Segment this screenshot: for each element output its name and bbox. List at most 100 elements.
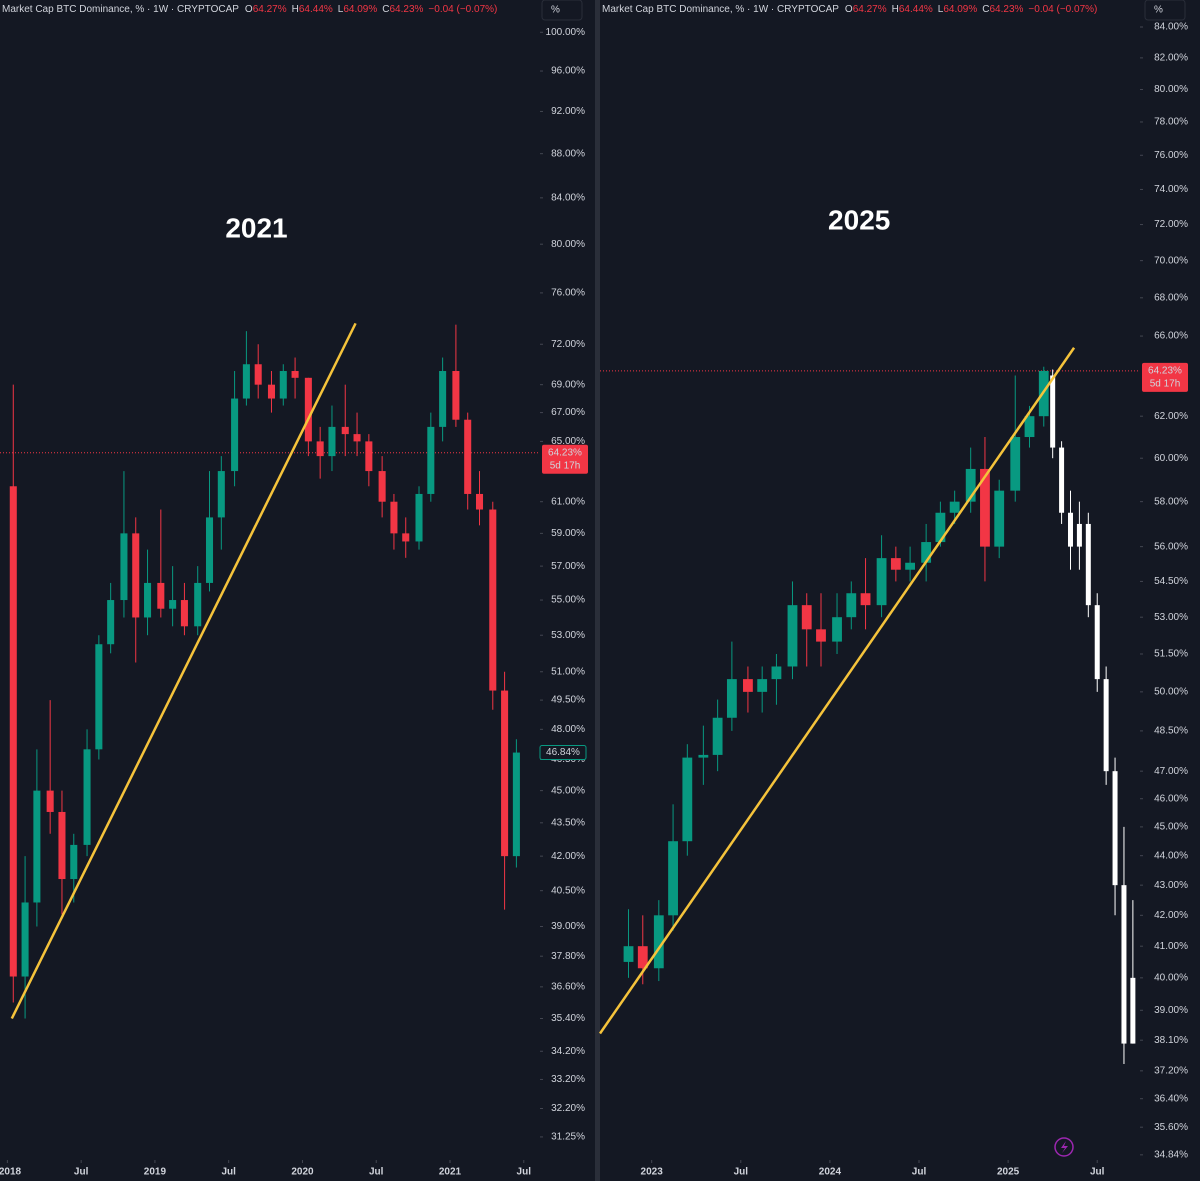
x-tick-label: Jul: [734, 1167, 749, 1178]
candle-body: [921, 542, 932, 563]
chart-panel: 100.00% 96.00% 92.00% 88.00% 84.00% 80.00% 76.…: [0, 0, 588, 1178]
candle-body: [935, 512, 946, 543]
y-tick-label: 48.00%: [551, 724, 585, 735]
x-tick-label: Jul: [369, 1167, 384, 1178]
candle-body: [353, 434, 361, 442]
y-tick-label: 84.00%: [551, 192, 585, 203]
y-tick-label: 36.60%: [551, 981, 585, 992]
candle-body: [890, 558, 901, 570]
candle-body: [95, 644, 103, 750]
price-countdown: 5d 17h: [550, 460, 581, 471]
x-tick-label: 2018: [0, 1167, 22, 1178]
candle-body: [698, 754, 709, 758]
candle-body: [180, 600, 188, 627]
ohlc-value: 64.44%: [899, 4, 933, 15]
price-countdown: 5d 17h: [1150, 379, 1181, 390]
ohlc-value: 64.23%: [390, 4, 424, 15]
candle-body: [46, 790, 54, 812]
scale-button[interactable]: %: [541, 0, 583, 21]
y-tick-label: 40.00%: [1154, 972, 1188, 983]
scale-button[interactable]: %: [1144, 0, 1186, 21]
y-tick-label: 57.00%: [551, 561, 585, 572]
icon-circle: [1054, 1137, 1074, 1157]
chart-panel: 84.00% 82.00% 80.00% 78.00% 76.00% 74.00% 72.0…: [598, 0, 1188, 1178]
y-tick-label: 70.00%: [1154, 255, 1188, 266]
candle-body: [169, 600, 177, 609]
ohlc-value: 64.27%: [853, 4, 887, 15]
y-tick-label: 43.50%: [551, 817, 585, 828]
y-tick-label: 38.10%: [1154, 1035, 1188, 1046]
scale-button-label: %: [551, 5, 560, 16]
icon-bolt: [1061, 1141, 1068, 1153]
y-tick-label: 65.00%: [551, 436, 585, 447]
candle-body: [267, 384, 275, 399]
y-tick-label: 37.20%: [1154, 1065, 1188, 1076]
y-tick-label: 54.50%: [1154, 576, 1188, 587]
candle-body: [623, 946, 634, 962]
candle-body: [58, 811, 66, 880]
y-tick-label: 35.60%: [1154, 1122, 1188, 1133]
panel-divider: [595, 0, 600, 1181]
candle-body: [1130, 977, 1136, 1044]
candle-body: [501, 690, 509, 857]
candle-body: [787, 605, 798, 667]
y-tick-label: 37.80%: [551, 951, 585, 962]
header-bg: [0, 0, 527, 18]
candle-body: [489, 509, 497, 691]
annotation: 2021: [225, 212, 287, 243]
ohlc-key: O: [845, 4, 853, 15]
y-tick-label: 41.00%: [1154, 941, 1188, 952]
candle-body: [832, 617, 842, 642]
x-tick-label: Jul: [1090, 1167, 1105, 1178]
candle-body: [801, 605, 812, 630]
y-tick-label: 31.25%: [551, 1132, 585, 1143]
chart-header: Market Cap BTC Dominance, % · 1W · CRYPT…: [602, 4, 1097, 15]
y-tick-label: 56.00%: [1154, 541, 1188, 552]
trendline: [10, 322, 357, 1020]
ohlc-key: L: [338, 4, 344, 15]
y-tick-label: 72.00%: [1154, 219, 1188, 230]
candle-body: [415, 493, 423, 542]
candle-body: [1103, 679, 1109, 772]
candle-body: [1024, 416, 1035, 438]
y-tick-label: 43.00%: [1154, 880, 1188, 891]
candle-body: [949, 501, 960, 513]
candle-body: [439, 371, 447, 427]
trendline: [598, 347, 1076, 1035]
y-tick-label: 76.00%: [1154, 150, 1188, 161]
ohlc-value: 64.09%: [943, 4, 977, 15]
indicator-icon[interactable]: [1054, 1137, 1074, 1157]
y-tick-label: 33.20%: [551, 1074, 585, 1085]
candle-body: [1094, 605, 1100, 680]
y-tick-label: 82.00%: [1154, 53, 1188, 64]
ohlc-value: 64.09%: [343, 4, 377, 15]
price-label: 64.23%: [548, 447, 582, 458]
y-tick-label: 32.20%: [551, 1103, 585, 1114]
candle-body: [771, 666, 782, 680]
candle-body: [254, 364, 262, 385]
candle-body: [726, 679, 737, 718]
candle-body: [512, 752, 520, 857]
y-tick-label: 42.00%: [551, 851, 585, 862]
chart-header: Market Cap BTC Dominance, % · 1W · CRYPT…: [2, 4, 497, 15]
price-label-box: [1142, 362, 1188, 392]
candle-body: [905, 562, 916, 570]
y-tick-label: 80.00%: [551, 239, 585, 250]
candle-body: [980, 468, 990, 547]
y-tick-label: 44.00%: [1154, 850, 1188, 861]
y-tick-label: 51.50%: [1154, 649, 1188, 660]
candle-body: [1067, 512, 1073, 547]
y-tick-label: 62.00%: [1154, 411, 1188, 422]
y-tick-label: 49.50%: [551, 695, 585, 706]
y-tick-label: 58.00%: [1154, 496, 1188, 507]
last-price-label: 46.84%: [546, 747, 580, 758]
y-tick-label: 69.00%: [551, 379, 585, 390]
scale-button-box: [1144, 0, 1186, 21]
y-tick-label: 48.50%: [1154, 726, 1188, 737]
candle-body: [743, 679, 753, 692]
candle-body: [1085, 523, 1091, 606]
y-tick-label: 84.00%: [1154, 22, 1188, 33]
y-tick-label: 76.00%: [551, 288, 585, 299]
y-tick-label: 66.00%: [1154, 331, 1188, 342]
candle-body: [378, 471, 386, 502]
